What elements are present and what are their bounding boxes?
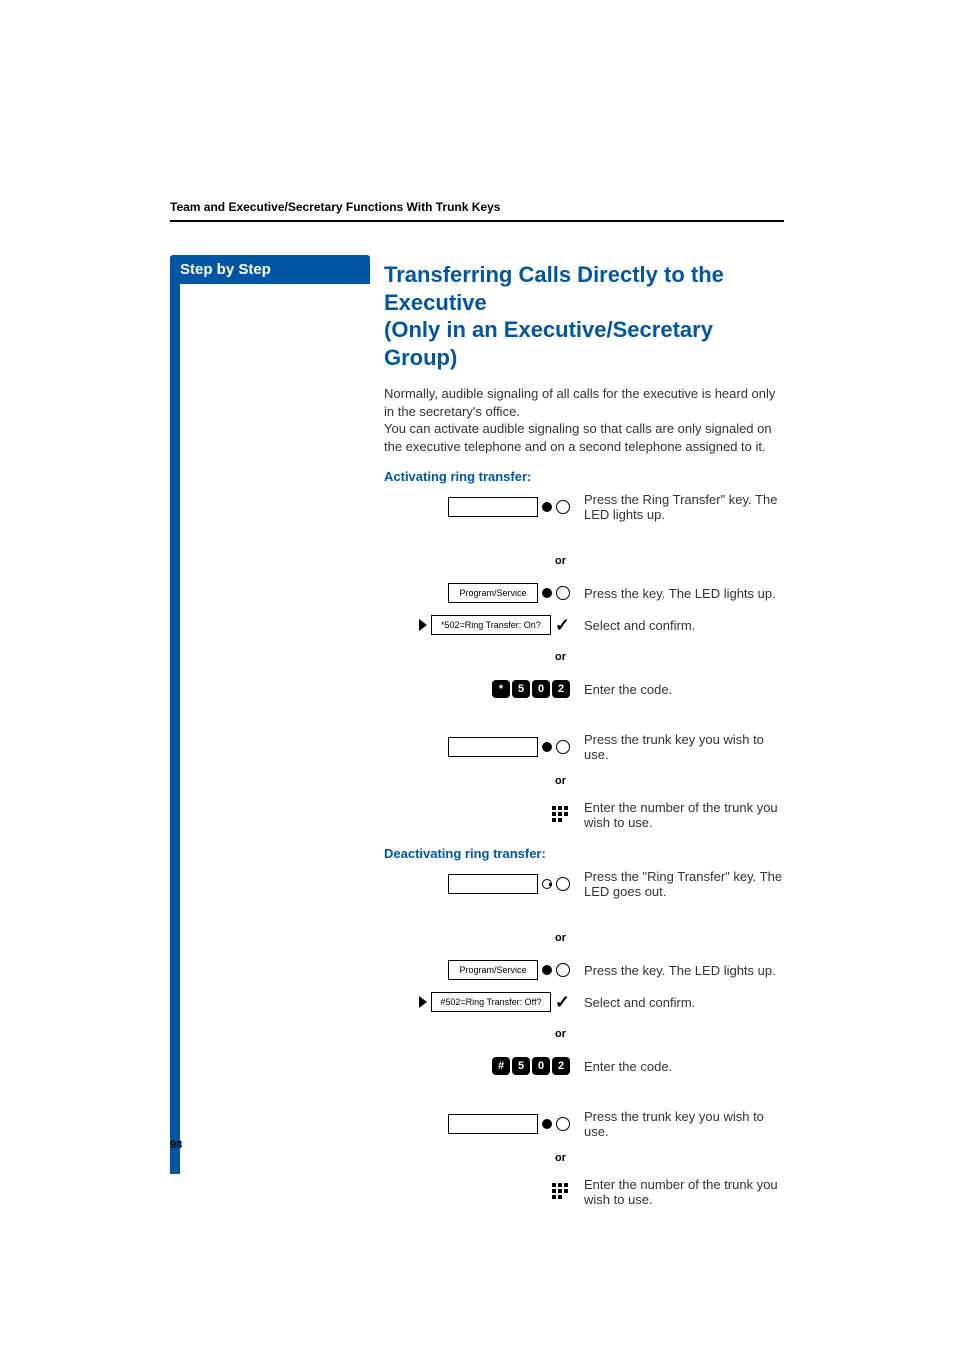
activate-step-3-text: Select and confirm. [570,618,784,633]
program-service-key[interactable]: Program/Service [448,583,538,603]
key-2[interactable]: 2 [552,680,570,698]
main-heading: Transferring Calls Directly to the Execu… [384,261,784,371]
confirm-check-icon[interactable]: ✓ [555,993,570,1011]
deactivate-step-5: Press the trunk key you wish to use. [384,1109,784,1139]
or-label: or [555,1028,570,1040]
page-container: Team and Executive/Secretary Functions W… [0,0,954,1351]
step-by-step-title: Step by Step [170,255,370,284]
or-label: or [555,651,570,663]
key-5[interactable]: 5 [512,1057,530,1075]
led-on-icon [542,965,552,975]
led-outline-icon [556,1117,570,1131]
or-row-6: or [384,1145,784,1171]
deactivate-step-5-text: Press the trunk key you wish to use. [570,1109,784,1139]
ring-transfer-key[interactable] [448,497,538,517]
led-outline-icon [556,963,570,977]
main-content: Transferring Calls Directly to the Execu… [384,255,784,1213]
led-on-icon [542,588,552,598]
activate-step-3: *502=Ring Transfer: On? ✓ Select and con… [384,612,784,638]
or-label: or [555,932,570,944]
menu-arrow-icon [419,996,427,1008]
activating-title: Activating ring transfer: [384,469,784,484]
activate-step-5: Press the trunk key you wish to use. [384,732,784,762]
code-keys-on: * 5 0 2 [492,680,570,698]
code-keys-off: # 5 0 2 [492,1057,570,1075]
key-5[interactable]: 5 [512,680,530,698]
activate-step-5-text: Press the trunk key you wish to use. [570,732,784,762]
ring-transfer-key[interactable] [448,874,538,894]
step-sidebar: Step by Step [170,255,370,1174]
deactivating-title: Deactivating ring transfer: [384,846,784,861]
or-row-4: or [384,925,784,951]
activate-step-6-text: Enter the number of the trunk you wish t… [570,800,784,830]
page-header-block: Team and Executive/Secretary Functions W… [170,200,784,222]
menu-arrow-icon [419,619,427,631]
led-outline-icon [556,500,570,514]
deactivate-step-2-text: Press the key. The LED lights up. [570,963,784,978]
activate-step-1: Press the Ring Transfer" key. The LED li… [384,492,784,522]
key-hash[interactable]: # [492,1057,510,1075]
activate-step-4-text: Enter the code. [570,682,784,697]
deactivate-step-3-text: Select and confirm. [570,995,784,1010]
keypad-icon[interactable] [552,1183,570,1201]
led-outline-icon [556,740,570,754]
led-on-icon [542,502,552,512]
or-row-1: or [384,548,784,574]
deactivate-step-3: #502=Ring Transfer: Off? ✓ Select and co… [384,989,784,1015]
deactivate-step-1-text: Press the "Ring Transfer" key. The LED g… [570,869,784,899]
deactivate-step-4: # 5 0 2 Enter the code. [384,1053,784,1079]
activate-step-2-text: Press the key. The LED lights up. [570,586,784,601]
led-outline-icon [556,586,570,600]
activate-step-2: Program/Service Press the key. The LED l… [384,580,784,606]
menu-option-off[interactable]: #502=Ring Transfer: Off? [431,992,551,1012]
led-off-icon [542,879,552,889]
activate-step-6: Enter the number of the trunk you wish t… [384,800,784,830]
deactivate-step-2: Program/Service Press the key. The LED l… [384,957,784,983]
page-number: 98 [170,1139,182,1151]
deactivate-step-4-text: Enter the code. [570,1059,784,1074]
intro-paragraph: Normally, audible signaling of all calls… [384,385,784,455]
activate-step-4: * 5 0 2 Enter the code. [384,676,784,702]
key-2[interactable]: 2 [552,1057,570,1075]
or-label: or [555,1152,570,1164]
led-on-icon [542,1119,552,1129]
deactivate-step-1: Press the "Ring Transfer" key. The LED g… [384,869,784,899]
trunk-key[interactable] [448,737,538,757]
activate-step-1-text: Press the Ring Transfer" key. The LED li… [570,492,784,522]
confirm-check-icon[interactable]: ✓ [555,616,570,634]
keypad-icon[interactable] [552,806,570,824]
trunk-key[interactable] [448,1114,538,1134]
deactivate-step-6: Enter the number of the trunk you wish t… [384,1177,784,1207]
or-label: or [555,775,570,787]
menu-option-on[interactable]: *502=Ring Transfer: On? [431,615,551,635]
led-on-icon [542,742,552,752]
key-0[interactable]: 0 [532,680,550,698]
key-0[interactable]: 0 [532,1057,550,1075]
step-sidebar-stem [170,284,180,1174]
led-outline-icon [556,877,570,891]
deactivate-step-6-text: Enter the number of the trunk you wish t… [570,1177,784,1207]
page-header: Team and Executive/Secretary Functions W… [170,200,784,222]
key-star[interactable]: * [492,680,510,698]
or-row-5: or [384,1021,784,1047]
program-service-key[interactable]: Program/Service [448,960,538,980]
or-label: or [555,555,570,567]
or-row-3: or [384,768,784,794]
or-row-2: or [384,644,784,670]
